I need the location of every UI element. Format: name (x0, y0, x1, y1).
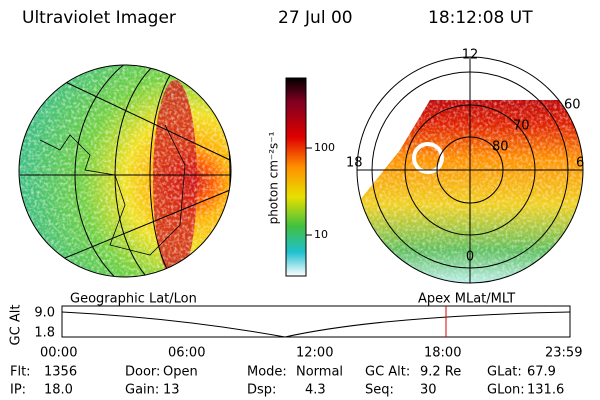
colorbar-tick-label: 10 (314, 228, 328, 241)
info-label: GLat: (487, 365, 522, 380)
timeline-xtick: 06:00 (168, 346, 205, 361)
timeline-xtick: 18:00 (424, 346, 461, 361)
colorbar-label: photon cm⁻²s⁻¹ (267, 131, 281, 224)
info-value: Open (163, 365, 198, 380)
panel-label: Geographic Lat/Lon (70, 292, 197, 307)
lat-label: 60 (564, 98, 581, 113)
info-label: Flt: (10, 365, 31, 380)
mlt-label: 0 (466, 250, 474, 265)
mlt-label: 6 (576, 156, 584, 171)
timeline-xtick: 23:59 (545, 346, 582, 361)
header: Ultraviolet Imager 27 Jul 00 18:12:08 UT (22, 8, 533, 28)
timeline-xtick: 12:00 (296, 346, 333, 361)
timeline-ylabel: GC Alt (9, 305, 24, 346)
panel-label: Apex MLat/MLT (418, 292, 515, 307)
speckle (19, 65, 231, 277)
info-label: Mode: (247, 365, 287, 380)
lat-label: 70 (513, 119, 530, 134)
info-value: 4.3 (305, 383, 326, 398)
mlt-label: 18 (346, 156, 363, 171)
timeline-xtick: 00:00 (40, 346, 77, 361)
date: 27 Jul 00 (278, 8, 353, 28)
info-value: 13 (163, 383, 180, 398)
info-label: IP: (10, 383, 26, 398)
info-label: GC Alt: (365, 365, 410, 380)
info-value: 1356 (44, 365, 77, 380)
mlt-label: 12 (462, 48, 479, 63)
info-label: Gain: (125, 383, 159, 398)
info-label: GLon: (487, 383, 525, 398)
timeline-ytick: 9.0 (34, 306, 55, 321)
colorbar-tick-label: 100 (314, 141, 335, 154)
info-value: 67.9 (527, 365, 556, 380)
time: 18:12:08 UT (428, 8, 533, 28)
info-value: 18.0 (44, 383, 73, 398)
geo-grid (20, 65, 231, 277)
info-label: Seq: (365, 383, 394, 398)
left-image (19, 65, 231, 277)
timeline-xticks: 00:00 06:00 12:00 18:00 23:59 (40, 346, 582, 361)
left-rim (18, 64, 232, 278)
timeline-box (61, 305, 571, 338)
info-label: Door: (125, 365, 160, 380)
info-table: Flt: 1356 Door: Open Mode: Normal GC Alt: 9.2 R… (10, 365, 564, 398)
colorbar (285, 77, 307, 277)
info-value: 131.6 (527, 383, 564, 398)
info-value: Normal (296, 365, 343, 380)
lat-label: 80 (492, 140, 509, 155)
polar-grid (356, 56, 584, 284)
title: Ultraviolet Imager (22, 8, 176, 28)
timeline-ytick: 1.8 (34, 326, 55, 341)
info-label: Dsp: (247, 383, 276, 398)
info-value: 9.2 Re (420, 365, 461, 380)
orbit-curve (61, 311, 571, 338)
info-value: 30 (420, 383, 437, 398)
